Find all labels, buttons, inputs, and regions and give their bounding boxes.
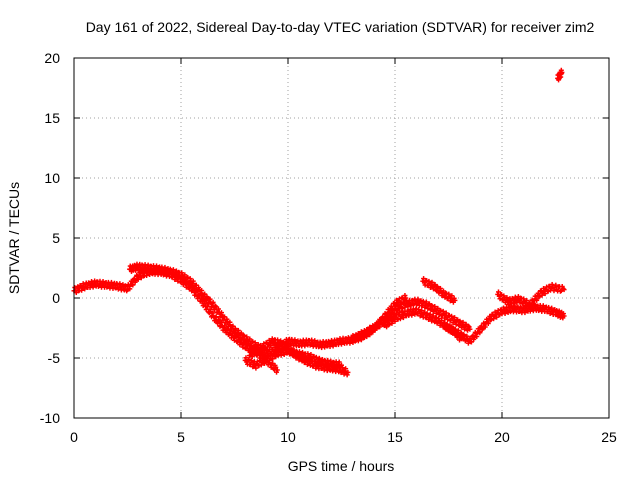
y-tick-label: 20 (44, 50, 60, 66)
series-track-j (555, 67, 565, 83)
x-tick-label: 25 (601, 429, 617, 445)
data-points (71, 67, 567, 378)
x-tick-label: 5 (177, 429, 185, 445)
series-track-i (441, 320, 464, 343)
series-track-e (349, 296, 473, 344)
axis-ticks: 0 5 10 15 20 25 -10 -5 0 5 10 15 20 (40, 50, 617, 445)
x-axis-title: GPS time / hours (288, 458, 395, 474)
y-tick-label: -10 (40, 410, 60, 426)
grid (74, 58, 609, 418)
y-tick-label: 0 (52, 290, 60, 306)
x-tick-label: 0 (70, 429, 78, 445)
chart-title: Day 161 of 2022, Sidereal Day-to-day VTE… (86, 19, 595, 35)
series-track-h (495, 281, 567, 310)
x-tick-label: 10 (280, 429, 296, 445)
y-tick-label: 10 (44, 170, 60, 186)
series-track-f (381, 302, 567, 346)
x-tick-label: 20 (494, 429, 510, 445)
y-tick-label: 5 (52, 230, 60, 246)
y-tick-label: 15 (44, 110, 60, 126)
y-tick-label: -5 (48, 350, 61, 366)
x-tick-label: 15 (387, 429, 403, 445)
series-track-g (420, 276, 458, 305)
series-track-d (242, 345, 344, 371)
y-axis-title: SDTVAR / TECUs (6, 182, 22, 294)
